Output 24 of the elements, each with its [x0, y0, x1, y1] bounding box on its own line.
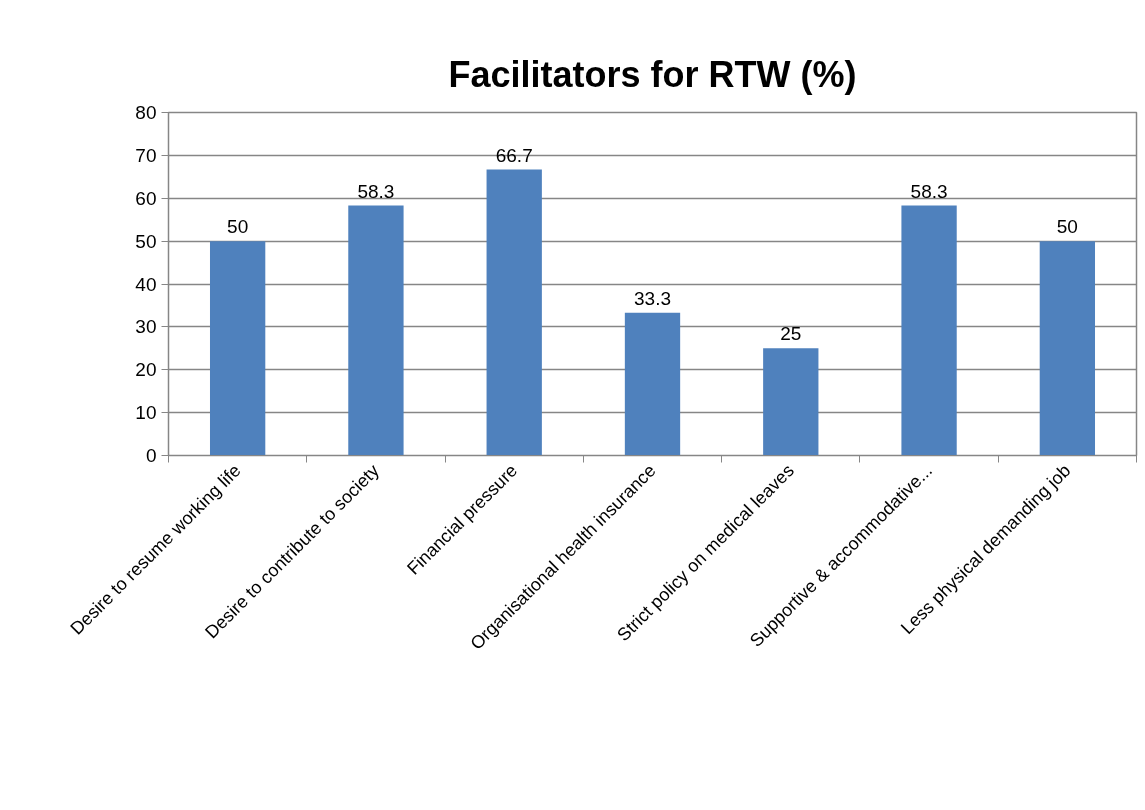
- bar: [624, 312, 681, 456]
- bar: [901, 205, 957, 456]
- y-tick-label: 30: [135, 316, 157, 338]
- bar: [348, 205, 404, 456]
- chart-title: Facilitators for RTW (%): [448, 53, 857, 95]
- y-tick-label: 10: [135, 402, 157, 424]
- data-label: 25: [780, 323, 802, 345]
- bar: [763, 348, 819, 456]
- bar: [1039, 241, 1096, 456]
- y-tick-label: 80: [135, 102, 157, 123]
- y-tick-label: 70: [135, 144, 157, 166]
- y-tick-label: 60: [135, 187, 157, 209]
- data-label: 33.3: [634, 287, 671, 309]
- y-tick-label: 0: [145, 445, 157, 466]
- bar: [486, 169, 542, 456]
- data-label: 66.7: [495, 144, 533, 166]
- y-tick-label: 50: [135, 230, 157, 252]
- data-label: 50: [1056, 216, 1078, 238]
- y-tick-label: 20: [135, 359, 157, 381]
- bar: [209, 241, 266, 456]
- data-label: 58.3: [910, 180, 948, 202]
- data-label: 50: [227, 216, 249, 238]
- data-label: 58.3: [357, 180, 395, 202]
- y-tick-label: 40: [135, 273, 157, 295]
